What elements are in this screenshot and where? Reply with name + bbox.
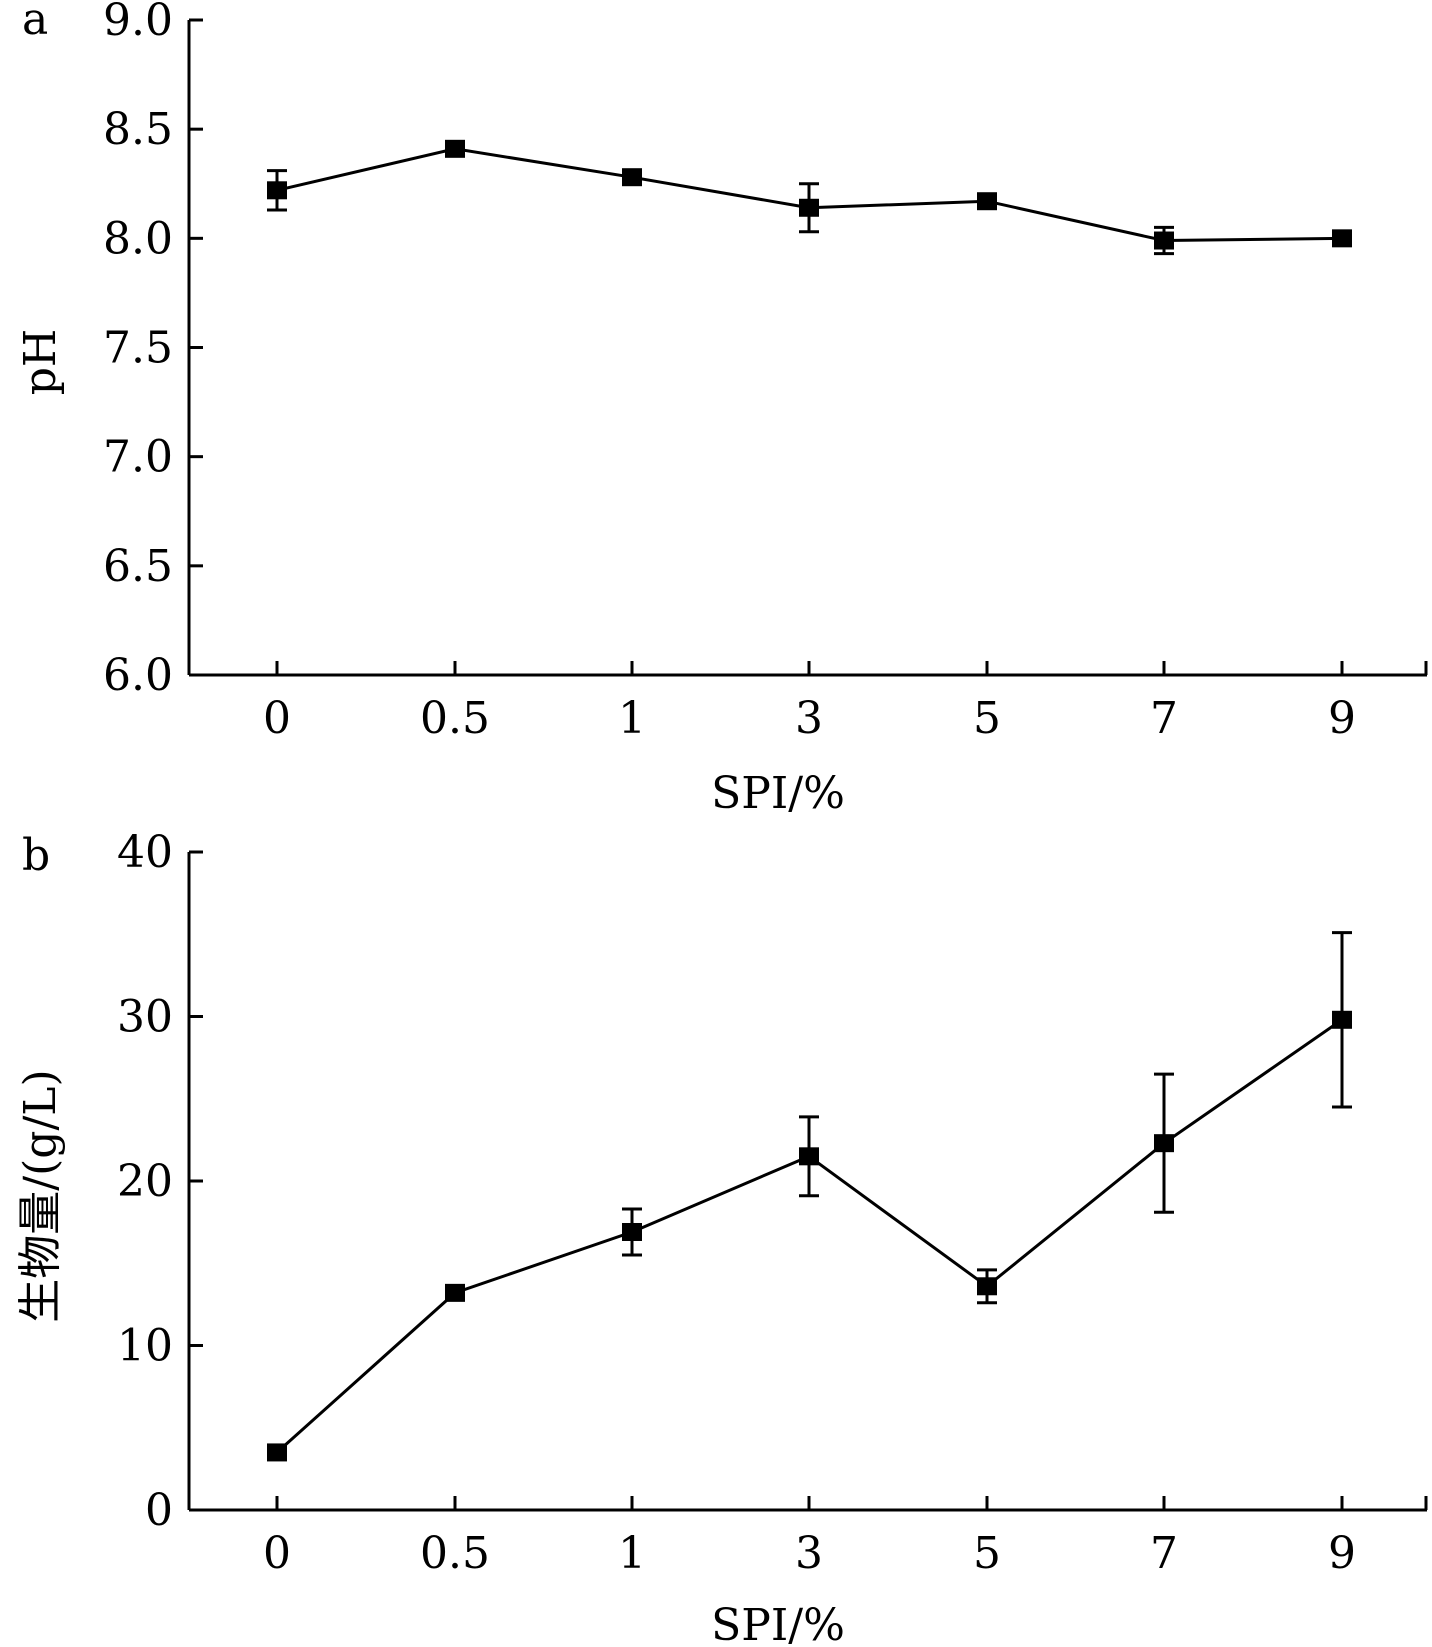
panel-a-y-tick-label: 8.0 xyxy=(103,213,173,264)
panel-a-data-point xyxy=(1332,229,1352,248)
panel-b-data-point xyxy=(1332,1010,1352,1029)
panel-a-y-tick-label: 7.5 xyxy=(103,323,173,374)
panel-a-y-tick-label: 9.0 xyxy=(103,0,173,46)
panel-b-x-tick-label: 7 xyxy=(1150,1528,1178,1579)
panel-b-x-tick-label: 5 xyxy=(973,1528,1001,1579)
panel-b-x-tick-label: 0.5 xyxy=(420,1528,490,1579)
panel-b-data-point xyxy=(799,1147,819,1166)
panel-a-x-tick-label: 1 xyxy=(618,693,646,744)
panel-b-y-tick-label: 10 xyxy=(117,1321,173,1372)
panel-a-y-tick-label: 7.0 xyxy=(103,432,173,483)
panel-b-series-line xyxy=(275,1018,1343,1454)
panel-a-chart: 6.0 6.5 7.0 7.5 8.0 8.5 9.0 0 0.5 1 3 5 7 9 SPI/% pH a xyxy=(15,0,1428,819)
panel-a-data-point xyxy=(622,168,642,187)
panel-a-y-tick-label: 8.5 xyxy=(103,104,173,155)
panel-b-x-tick-label: 3 xyxy=(795,1528,823,1579)
panel-b-data-point xyxy=(267,1443,287,1462)
panel-b-y-tick-label: 30 xyxy=(117,992,173,1043)
panel-b-x-tick-label: 9 xyxy=(1328,1528,1356,1579)
panel-b-data-point xyxy=(1154,1134,1174,1153)
panel-b-y-axis-label: 生物量/(g/L) xyxy=(15,1069,66,1322)
panel-b-data-point xyxy=(977,1277,997,1296)
panel-b-data-point xyxy=(445,1283,465,1302)
panel-a-x-tick-label: 0.5 xyxy=(420,693,490,744)
panel-a-x-tick-label: 3 xyxy=(795,693,823,744)
panel-a-x-tick-label: 0 xyxy=(263,693,291,744)
panel-a-data-point xyxy=(799,198,819,217)
panel-a-y-tick-label: 6.5 xyxy=(103,541,173,592)
panel-a-data-point xyxy=(977,192,997,211)
panel-a-y-axis-label: pH xyxy=(15,329,66,396)
panel-a-data-point xyxy=(267,181,287,200)
panel-a-y-tick-label: 6.0 xyxy=(103,650,173,701)
panel-b-y-tick-label: 40 xyxy=(117,827,173,878)
panel-a-x-tick-label: 9 xyxy=(1328,693,1356,744)
panel-b-x-tick-label: 0 xyxy=(263,1528,291,1579)
panel-a-x-tick-label: 7 xyxy=(1150,693,1178,744)
panel-b-x-axis-label: SPI/% xyxy=(711,1600,845,1647)
panel-b-x-tick-label: 1 xyxy=(618,1528,646,1579)
panel-a-x-axis-label: SPI/% xyxy=(711,768,845,819)
panel-a-x-tick-label: 5 xyxy=(973,693,1001,744)
panel-b-y-tick-label: 20 xyxy=(117,1156,173,1207)
panel-a-panel-label: a xyxy=(22,0,48,45)
panel-a-data-point xyxy=(1154,231,1174,250)
panel-b-chart: 0 10 20 30 40 0 0.5 1 3 5 7 9 SPI/% 生物量/(g/L) b xyxy=(15,827,1428,1647)
panel-b-y-tick-label: 0 xyxy=(145,1485,173,1536)
panel-b-panel-label: b xyxy=(22,830,50,881)
panel-b-data-point xyxy=(622,1222,642,1241)
panel-a-data-point xyxy=(445,139,465,158)
